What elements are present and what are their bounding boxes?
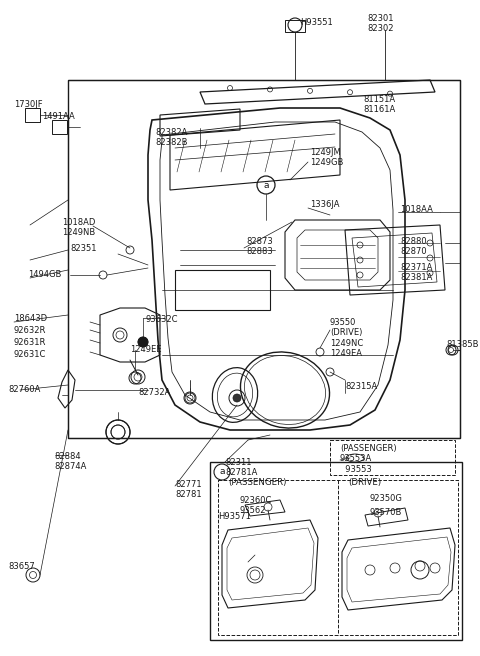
Text: 1494GB: 1494GB bbox=[28, 270, 61, 279]
Text: 1336JA: 1336JA bbox=[310, 200, 339, 209]
Text: 83657: 83657 bbox=[8, 562, 35, 571]
Text: 92350G: 92350G bbox=[370, 494, 403, 503]
Text: 82382A
82382B: 82382A 82382B bbox=[155, 128, 188, 148]
Text: H93551: H93551 bbox=[300, 18, 333, 27]
Text: a: a bbox=[263, 180, 269, 190]
Text: 82732A: 82732A bbox=[138, 388, 170, 397]
Text: 82351: 82351 bbox=[70, 244, 96, 253]
Circle shape bbox=[138, 337, 148, 347]
Text: 82873
82883: 82873 82883 bbox=[246, 237, 273, 256]
Circle shape bbox=[138, 337, 148, 347]
Text: 82880
82870: 82880 82870 bbox=[400, 237, 427, 256]
Text: a: a bbox=[219, 468, 225, 476]
Text: H93571: H93571 bbox=[218, 512, 251, 521]
Text: 1249EE: 1249EE bbox=[130, 345, 161, 354]
Bar bbox=[210, 462, 462, 640]
Text: 82315A: 82315A bbox=[345, 382, 377, 391]
Text: 1730JF: 1730JF bbox=[14, 100, 43, 109]
Text: 93632C: 93632C bbox=[145, 315, 178, 324]
Text: 82760A: 82760A bbox=[8, 385, 40, 394]
Text: 82301
82302: 82301 82302 bbox=[367, 14, 394, 33]
Text: 81151A
81161A: 81151A 81161A bbox=[363, 95, 395, 114]
Text: 1018AD
1249NB: 1018AD 1249NB bbox=[62, 218, 96, 237]
Text: 82311
82781A: 82311 82781A bbox=[225, 458, 257, 478]
Text: 93570B: 93570B bbox=[370, 508, 402, 517]
Text: 81385B: 81385B bbox=[446, 340, 479, 349]
Text: (PASSENGER)
93553A
  93553: (PASSENGER) 93553A 93553 bbox=[340, 444, 396, 474]
Text: 82884
82874A: 82884 82874A bbox=[54, 452, 86, 472]
Bar bbox=[218, 480, 458, 635]
Text: 1249JM
1249GB: 1249JM 1249GB bbox=[310, 148, 343, 167]
Text: 1018AA: 1018AA bbox=[400, 205, 433, 214]
Circle shape bbox=[233, 394, 241, 402]
Text: 92360C
93562: 92360C 93562 bbox=[240, 496, 272, 516]
Text: 92631R: 92631R bbox=[14, 338, 47, 347]
Bar bbox=[330, 440, 455, 475]
Text: 82771
82781: 82771 82781 bbox=[175, 480, 202, 499]
Text: 92632R: 92632R bbox=[14, 326, 47, 335]
Bar bbox=[68, 80, 460, 438]
Text: 93550
(DRIVE)
1249NC
1249EA: 93550 (DRIVE) 1249NC 1249EA bbox=[330, 318, 363, 358]
Text: 1491AA: 1491AA bbox=[42, 112, 75, 121]
Text: (PASSENGER): (PASSENGER) bbox=[228, 478, 287, 487]
Text: (DRIVE): (DRIVE) bbox=[348, 478, 381, 487]
Text: 18643D: 18643D bbox=[14, 314, 47, 323]
Text: 92631C: 92631C bbox=[14, 350, 47, 359]
Text: 82371A
82381A: 82371A 82381A bbox=[400, 263, 432, 282]
